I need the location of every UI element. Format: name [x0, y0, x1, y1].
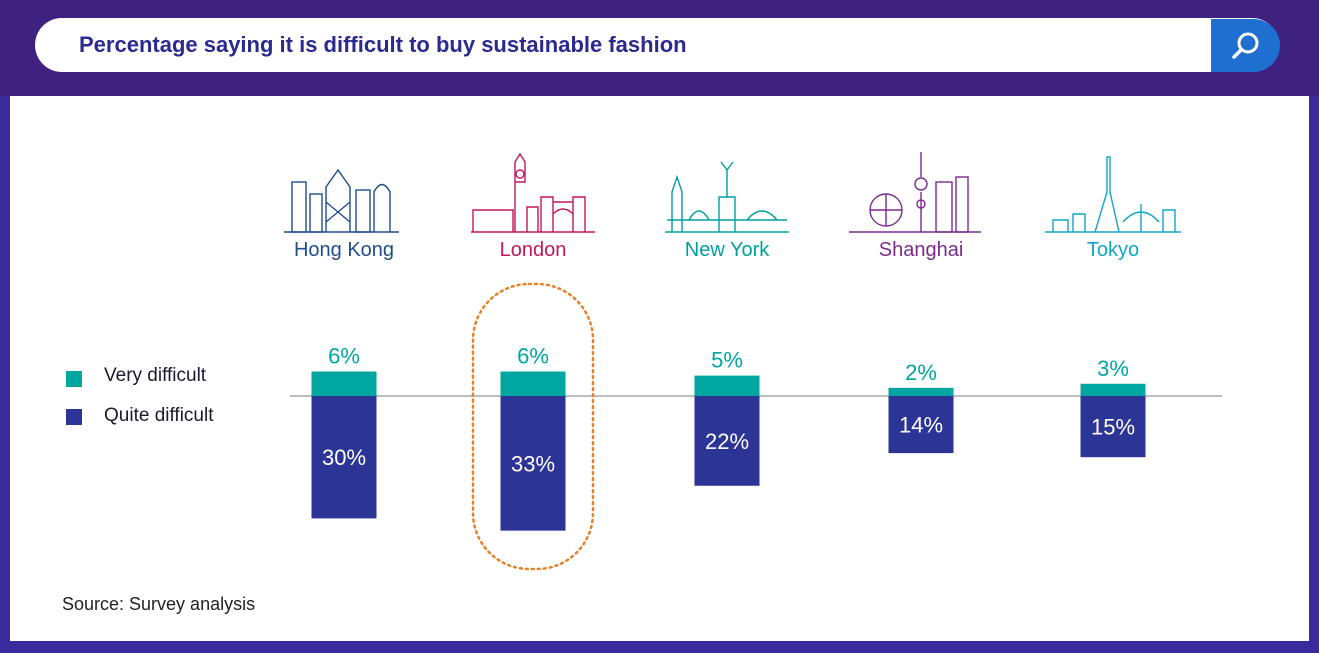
- legend-label-very: Very difficult: [104, 365, 207, 386]
- value-label-quite: 14%: [899, 413, 943, 438]
- search-icon: [1231, 32, 1258, 59]
- bar-quite-difficult: [500, 396, 566, 531]
- value-label-quite: 33%: [511, 451, 555, 476]
- new-york-skyline-icon: [665, 161, 789, 233]
- bar-chart: Hong Kong 6% 30% London 6% 33% New York 5% 22% Sh…: [284, 152, 1222, 571]
- hong-kong-skyline-icon: [284, 168, 399, 233]
- source-note: Source: Survey analysis: [62, 594, 256, 614]
- bar-quite-difficult: [1080, 396, 1146, 458]
- legend-label-quite: Quite difficult: [104, 405, 214, 426]
- bar-quite-difficult: [694, 396, 760, 486]
- city-label: Hong Kong: [294, 239, 394, 261]
- value-label-very: 6%: [328, 344, 360, 369]
- bar-very-difficult: [694, 375, 760, 396]
- value-label-quite: 30%: [322, 445, 366, 470]
- search-button[interactable]: [1211, 19, 1280, 72]
- bar-very-difficult: [1080, 383, 1146, 396]
- shanghai-skyline-icon: [849, 152, 981, 233]
- highlight-ring: [471, 282, 595, 571]
- value-label-quite: 15%: [1091, 415, 1135, 440]
- city-label: Tokyo: [1087, 239, 1139, 261]
- city-label: London: [500, 239, 567, 261]
- legend-swatch-very: [66, 371, 82, 387]
- legend-swatch-quite: [66, 409, 82, 425]
- value-label-very: 2%: [905, 360, 937, 385]
- value-label-very: 3%: [1097, 356, 1129, 381]
- bar-very-difficult: [888, 387, 954, 396]
- value-label-quite: 22%: [705, 429, 749, 454]
- bar-very-difficult: [311, 371, 377, 396]
- city-label: New York: [685, 239, 770, 261]
- city-label: Shanghai: [879, 239, 964, 261]
- value-label-very: 6%: [517, 344, 549, 369]
- bar-quite-difficult: [888, 396, 954, 454]
- bar-quite-difficult: [311, 396, 377, 519]
- tokyo-skyline-icon: [1045, 156, 1181, 233]
- title-bar: Percentage saying it is difficult to buy…: [35, 18, 1279, 72]
- london-skyline-icon: [471, 152, 595, 233]
- bar-very-difficult: [500, 371, 566, 396]
- value-label-very: 5%: [711, 348, 743, 373]
- chart-title: Percentage saying it is difficult to buy…: [79, 32, 687, 57]
